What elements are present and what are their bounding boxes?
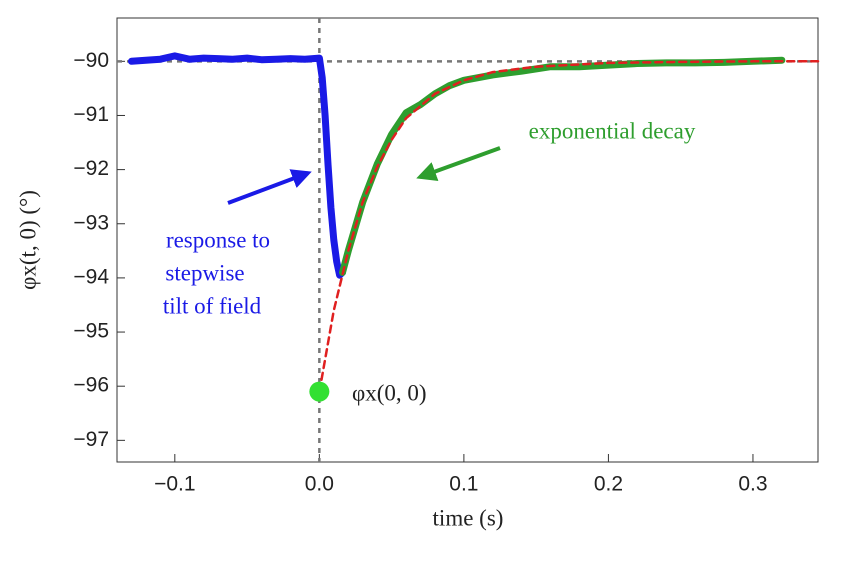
y-tick-label: −96 [73,374,109,397]
y-tick-label: −94 [73,265,109,288]
x-axis-label: time (s) [433,505,504,530]
annotation: φx(0, 0) [352,380,427,405]
data-line [128,52,346,279]
y-tick-label: −90 [73,49,109,72]
arrow [227,169,312,205]
x-tick-label: −0.1 [154,473,195,496]
annotation: exponential decay [529,118,696,143]
y-axis-label: φx(t, 0) (°) [15,190,40,290]
data-line [339,56,786,276]
x-tick-label: 0.2 [594,473,623,496]
x-tick-label: 0.1 [449,473,478,496]
x-tick-label: 0.0 [305,473,334,496]
y-tick-label: −95 [73,320,109,343]
annotation: tilt of field [163,293,262,318]
y-tick-label: −97 [73,428,109,451]
data-point [309,381,330,402]
y-tick-label: −91 [73,103,109,126]
x-tick-label: 0.3 [738,473,767,496]
arrow [416,146,501,181]
annotation: response to [166,227,270,252]
annotation: stepwise [165,260,244,285]
y-tick-label: −92 [73,157,109,180]
data-line [318,60,820,393]
plot-frame [116,17,819,463]
y-tick-label: −93 [73,211,109,234]
